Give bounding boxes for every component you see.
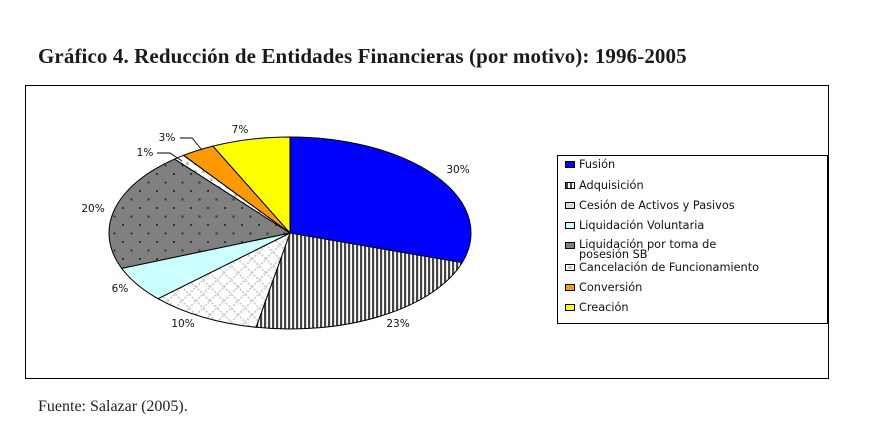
slice-label-6: 3% (159, 132, 176, 144)
legend-swatch (565, 182, 575, 189)
legend-swatch (565, 304, 575, 311)
legend-label: Fusión (579, 158, 616, 171)
legend-label: Cancelación de Funcionamiento (579, 261, 760, 274)
legend-swatch (565, 264, 575, 271)
slice-label-3: 6% (112, 283, 129, 295)
slice-label-1: 23% (386, 318, 409, 330)
leader-line-6 (180, 137, 203, 151)
legend-item: Liquidación Voluntaria (565, 220, 704, 231)
legend-item: Conversión (565, 282, 642, 293)
legend-swatch (565, 222, 575, 229)
legend-item: Cancelación de Funcionamiento (565, 262, 759, 273)
slice-label-7: 7% (232, 124, 249, 136)
legend-swatch (565, 202, 575, 209)
pie-slice-1 (255, 232, 463, 330)
pie-slice-7 (212, 136, 291, 235)
legend-swatch (565, 161, 575, 168)
leader-line-5 (157, 152, 183, 162)
legend-label: Adquisición (579, 179, 644, 192)
legend-label: Creación (579, 301, 629, 314)
legend-item: Creación (565, 302, 629, 313)
legend-swatch (565, 242, 575, 249)
source-note: Fuente: Salazar (2005). (38, 398, 188, 415)
chart-legend: Fusión Adquisición Cesión de Activos y Pas… (557, 155, 828, 324)
legend-item: Adquisición (565, 180, 644, 191)
legend-item: Fusión (565, 159, 615, 170)
legend-label: Liquidación Voluntaria (579, 219, 705, 232)
slice-label-5: 1% (137, 147, 154, 159)
pie-slice-0 (289, 136, 472, 264)
legend-swatch (565, 284, 575, 291)
legend-label: Cesión de Activos y Pasivos (579, 199, 735, 212)
slice-label-2: 10% (171, 318, 194, 330)
legend-item: Liquidación por toma de posesión SB (565, 238, 754, 261)
legend-item: Cesión de Activos y Pasivos (565, 200, 735, 211)
chart-title: Gráfico 4. Reducción de Entidades Financ… (38, 44, 687, 68)
pie-slice-2 (156, 231, 291, 328)
pie-slice-4 (108, 158, 292, 269)
chart-frame (25, 85, 829, 379)
slice-label-4: 20% (81, 203, 104, 215)
legend-label: Conversión (579, 281, 643, 294)
legend-label: Liquidación por toma de posesión SB (579, 238, 717, 261)
slice-label-0: 30% (446, 164, 469, 176)
